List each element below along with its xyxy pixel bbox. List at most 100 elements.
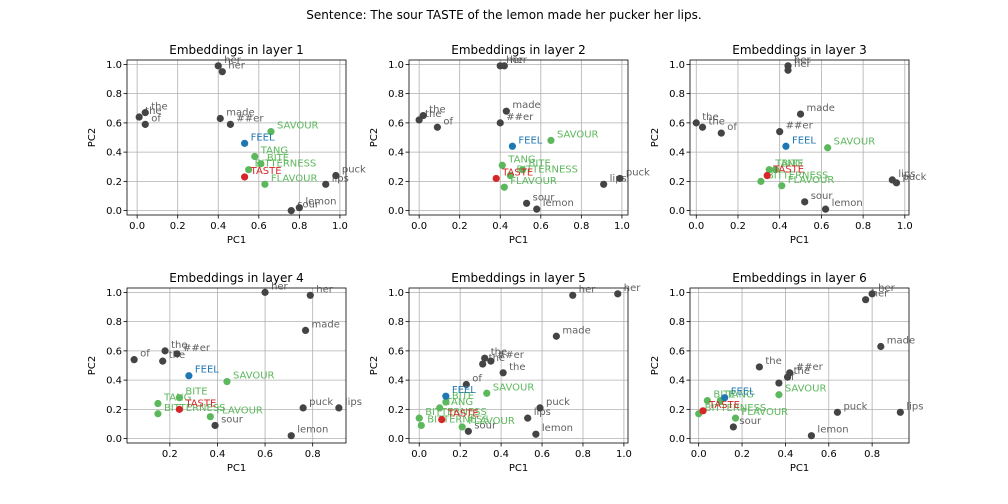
x-tick-label: 0.6: [251, 221, 267, 232]
point-label: ##er: [497, 350, 525, 361]
panel-title: Embeddings in layer 1: [169, 43, 303, 57]
point-her: [569, 291, 577, 299]
y-tick-label: 1.0: [106, 60, 122, 71]
point-puck: [616, 174, 624, 183]
y-tick-label: 0.6: [669, 118, 685, 129]
x-tick-label: 0.2: [170, 221, 186, 232]
panel-layer-6: 0.0 0.2 0.4 0.6 0.8 0.0 0.2 0.4 0.6 0.8 1.0 Embeddi…: [650, 271, 923, 474]
axes-frame: [689, 287, 910, 444]
point-lemon: [807, 432, 816, 440]
axes-frame: [126, 59, 347, 216]
x-tick-label: 0.0: [129, 221, 145, 232]
point-label: ##er: [506, 112, 534, 123]
y-tick-label: 1.0: [388, 288, 404, 299]
point-puck: [332, 171, 340, 180]
point-feel: [721, 394, 729, 402]
point-label: her: [579, 284, 596, 295]
point-tang: [251, 152, 259, 161]
point-label: of: [785, 372, 795, 383]
y-axis-label: PC2: [650, 356, 661, 375]
point-of: [141, 120, 149, 128]
point-label: lemon: [542, 423, 573, 434]
point-label: FEEL: [452, 385, 476, 396]
x-tick-label: 0.6: [813, 221, 829, 232]
axes-frame: [408, 59, 629, 216]
point-label: BITE: [452, 391, 474, 402]
point-puck: [892, 179, 901, 187]
point-the: [692, 119, 700, 127]
point-label: her: [271, 281, 288, 292]
point-er: [487, 357, 495, 365]
y-tick-label: 0.8: [669, 89, 685, 100]
point-lips: [896, 408, 904, 416]
point-sour: [523, 199, 531, 207]
point-taste: [438, 416, 446, 424]
point-label: her: [872, 289, 889, 300]
point-label: TANG: [260, 146, 288, 157]
point-label: made: [312, 319, 340, 330]
point-label: TANG: [725, 390, 753, 401]
point-taste: [699, 407, 707, 415]
point-label: of: [140, 349, 150, 360]
point-label: lips: [906, 401, 923, 412]
x-axis-label: PC1: [227, 235, 246, 246]
x-tick-label: 0.8: [291, 221, 307, 232]
x-tick-label: 0.8: [864, 449, 880, 460]
point-label: SAVOUR: [557, 129, 599, 140]
point-label: SAVOUR: [233, 371, 275, 382]
point-bitterness: [417, 421, 425, 430]
panel-title: Embeddings in layer 2: [451, 43, 585, 57]
point-label: made: [226, 107, 254, 118]
panel-layer-3: 0.0 0.2 0.4 0.6 0.8 1.0 0.0 0.2 0.4 0.6 0.8 1.0 Embe…: [650, 43, 927, 246]
point-made: [796, 110, 805, 118]
point-flavour: [458, 423, 466, 431]
point-sour: [801, 198, 809, 206]
point-label: lips: [534, 407, 551, 418]
point-label: of: [472, 374, 482, 385]
point-label: FEEL: [792, 135, 816, 146]
y-axis-label: PC2: [369, 356, 380, 375]
panel-layer-4: 0.2 0.4 0.6 0.8 0.0 0.2 0.4 0.6 0.8 1.0 Embeddings…: [87, 271, 362, 474]
point-made: [502, 107, 510, 115]
x-tick-label: 0.8: [575, 449, 591, 460]
point-feel: [782, 142, 790, 150]
point-label: sour: [533, 192, 556, 203]
point-the: [161, 347, 169, 355]
x-tick-label: 0.2: [734, 449, 750, 460]
y-tick-label: 1.0: [669, 288, 685, 299]
x-axis-label: PC1: [227, 463, 246, 474]
y-tick-label: 0.4: [388, 376, 404, 387]
point-label: ##er: [796, 362, 824, 373]
point-label: TASTE: [501, 167, 533, 178]
y-tick-label: 1.0: [388, 60, 404, 71]
point-label: lemon: [817, 425, 848, 436]
axes-frame: [689, 59, 910, 216]
point-her: [306, 291, 314, 299]
x-tick-label: 0.4: [493, 449, 509, 460]
y-tick-label: 1.0: [106, 288, 122, 299]
point-label: BITTERNESS: [425, 407, 487, 418]
point-the: [481, 354, 489, 362]
point-flavour: [206, 413, 214, 421]
point-label: the: [151, 102, 167, 113]
point-savour: [824, 144, 832, 152]
y-tick-label: 1.0: [669, 60, 685, 71]
point-label: FLAVOUR: [510, 176, 557, 187]
x-tick-label: 0.2: [162, 449, 178, 460]
point-label: TANG: [445, 397, 473, 408]
point-lemon: [287, 432, 295, 440]
x-axis-label: PC1: [790, 463, 809, 474]
point-label: her: [624, 283, 641, 294]
point-label: the: [765, 356, 781, 367]
figure-title: Sentence: The sour TASTE of the lemon ma…: [306, 8, 702, 22]
point-label: FLAVOUR: [216, 406, 263, 417]
point-feel: [185, 372, 193, 380]
x-tick-label: 1.0: [897, 221, 913, 232]
y-tick-label: 0.8: [388, 89, 404, 100]
axes-frame: [126, 287, 347, 444]
point-label: BITTERNESS: [255, 159, 317, 170]
point-sour: [464, 427, 472, 435]
point-label: FLAVOUR: [271, 173, 318, 184]
point-her: [868, 290, 876, 298]
x-tick-label: 0.0: [691, 449, 707, 460]
